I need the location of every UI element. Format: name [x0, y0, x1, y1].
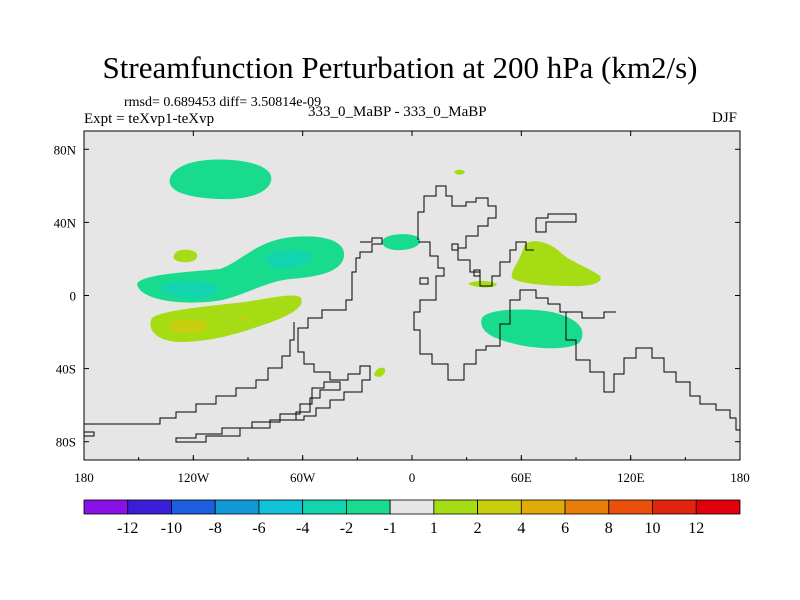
- colorbar-swatch: [695, 499, 741, 515]
- colorbar-label: -1: [383, 520, 396, 537]
- colorbar-label: 12: [688, 520, 704, 537]
- region-south-atlantic: [374, 367, 386, 377]
- coastline-americas: [294, 237, 383, 421]
- region-south-pacific-dot: [238, 315, 246, 321]
- coastline-australia: [560, 311, 740, 431]
- experiment-label: Expt = teXvp1-teXvp: [84, 111, 215, 127]
- x-tick-label: 180: [730, 470, 750, 485]
- colorbar-swatch: [564, 499, 610, 515]
- colorbar-label: -12: [117, 520, 138, 537]
- colorbar-label: -2: [340, 520, 353, 537]
- rmsd-diff-stats: rmsd= 0.689453 diff= 3.50814e-09: [124, 95, 322, 110]
- colorbar-label: 4: [517, 520, 525, 537]
- colorbar-label: 6: [561, 520, 569, 537]
- axes: 180 120W 60W 0 60E 120E 180 80N 40N 0 40S 80S: [54, 131, 750, 485]
- colorbar-swatch: [652, 499, 697, 515]
- region-india: [511, 241, 601, 287]
- colorbar-label: -10: [161, 520, 182, 537]
- colorbar-swatch: [608, 499, 653, 515]
- region-north-pacific: [169, 159, 272, 200]
- colorbar: -12 -10 -8 -6 -4 -2 -1 1 2 4 6 8 10 12: [83, 499, 741, 537]
- colorbar-swatch: [83, 499, 129, 515]
- coastline-antarctic: [84, 381, 341, 443]
- coastline-eurasia-africa: [413, 185, 616, 381]
- colorbar-label: -8: [209, 520, 222, 537]
- coastlines: [84, 185, 740, 443]
- y-tick-label: 40N: [54, 215, 77, 230]
- x-tick-label: 60E: [511, 470, 532, 485]
- colorbar-label: -6: [252, 520, 265, 537]
- x-tick-label: 60W: [290, 470, 316, 485]
- plot-title: Streamfunction Perturbation at 200 hPa (…: [102, 50, 698, 85]
- y-tick-label: 0: [70, 289, 77, 304]
- coastline-south-america-outer: [84, 322, 295, 425]
- comparison-label: 333_0_MaBP - 333_0_MaBP: [308, 104, 487, 120]
- x-tick-label: 120W: [177, 470, 210, 485]
- y-tick-label: 80N: [54, 142, 77, 157]
- region-equatorial-core-west: [161, 281, 219, 298]
- region-north-atlantic: [382, 234, 421, 251]
- colorbar-label: 2: [474, 520, 482, 537]
- y-tick-label: 80S: [56, 435, 76, 450]
- colorbar-label: 10: [645, 520, 661, 537]
- colorbar-swatch: [258, 499, 304, 515]
- colorbar-swatch: [214, 499, 260, 515]
- colorbar-swatch: [520, 499, 566, 515]
- region-indian-ocean: [481, 309, 583, 349]
- coastline-small-features: [419, 243, 481, 285]
- colorbar-swatch: [302, 499, 347, 515]
- colorbar-swatch: [127, 499, 172, 515]
- colorbar-swatch: [433, 499, 479, 515]
- colorbar-swatch: [171, 499, 216, 515]
- colorbar-swatch: [345, 499, 391, 515]
- region-small-west: [173, 249, 198, 263]
- x-tick-label: 120E: [617, 470, 645, 485]
- colorbar-swatch: [477, 499, 522, 515]
- colorbar-swatch: [389, 499, 435, 515]
- y-tick-label: 40S: [56, 362, 76, 377]
- colorbar-label: 1: [430, 520, 438, 537]
- season-label: DJF: [712, 110, 738, 126]
- region-south-pacific-core: [169, 319, 208, 334]
- colorbar-label: -4: [296, 520, 309, 537]
- colorbar-label: 8: [605, 520, 613, 537]
- region-equatorial-core-east: [265, 250, 312, 269]
- x-tick-label: 180: [74, 470, 94, 485]
- anomaly-regions: [137, 159, 601, 377]
- region-tiny-north: [454, 169, 465, 175]
- x-tick-label: 0: [409, 470, 416, 485]
